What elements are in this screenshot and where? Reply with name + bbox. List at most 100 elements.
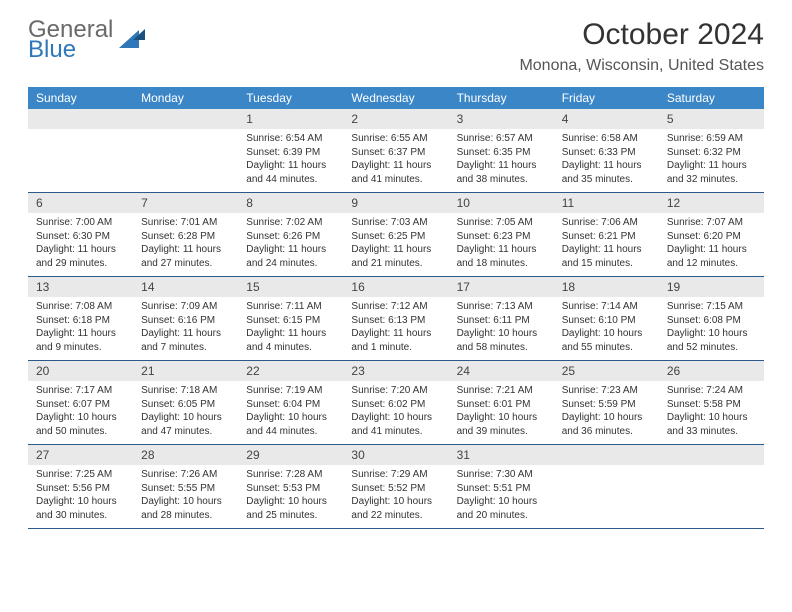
sunset-text: Sunset: 5:55 PM <box>141 482 230 496</box>
sunrise-text: Sunrise: 7:13 AM <box>457 300 546 314</box>
day-number: 11 <box>554 193 659 213</box>
day-number: 26 <box>659 361 764 381</box>
daylight-text-2: and 32 minutes. <box>667 173 756 187</box>
sunset-text: Sunset: 6:11 PM <box>457 314 546 328</box>
day-cell: Sunrise: 7:23 AMSunset: 5:59 PMDaylight:… <box>554 381 659 444</box>
daylight-text-2: and 33 minutes. <box>667 425 756 439</box>
sunset-text: Sunset: 6:32 PM <box>667 146 756 160</box>
day-cell: Sunrise: 7:02 AMSunset: 6:26 PMDaylight:… <box>238 213 343 276</box>
sunset-text: Sunset: 6:10 PM <box>562 314 651 328</box>
daylight-text-2: and 18 minutes. <box>457 257 546 271</box>
day-number: 27 <box>28 445 133 465</box>
day-cell: Sunrise: 7:28 AMSunset: 5:53 PMDaylight:… <box>238 465 343 528</box>
daynum-row: 12345 <box>28 109 764 129</box>
daylight-text-2: and 35 minutes. <box>562 173 651 187</box>
daylight-text-1: Daylight: 10 hours <box>141 495 230 509</box>
sunset-text: Sunset: 6:37 PM <box>351 146 440 160</box>
day-number: 12 <box>659 193 764 213</box>
day-cell: Sunrise: 7:06 AMSunset: 6:21 PMDaylight:… <box>554 213 659 276</box>
sunset-text: Sunset: 6:01 PM <box>457 398 546 412</box>
daylight-text-2: and 1 minute. <box>351 341 440 355</box>
weekday-fri: Friday <box>554 87 659 109</box>
day-cell: Sunrise: 6:54 AMSunset: 6:39 PMDaylight:… <box>238 129 343 192</box>
month-title: October 2024 <box>519 18 764 52</box>
sunrise-text: Sunrise: 7:09 AM <box>141 300 230 314</box>
sunrise-text: Sunrise: 7:02 AM <box>246 216 335 230</box>
day-cell: Sunrise: 6:57 AMSunset: 6:35 PMDaylight:… <box>449 129 554 192</box>
sunset-text: Sunset: 6:30 PM <box>36 230 125 244</box>
sunrise-text: Sunrise: 6:55 AM <box>351 132 440 146</box>
logo-text: General Blue <box>28 18 113 62</box>
day-number: 13 <box>28 277 133 297</box>
day-number: 25 <box>554 361 659 381</box>
daylight-text-2: and 38 minutes. <box>457 173 546 187</box>
sunset-text: Sunset: 6:25 PM <box>351 230 440 244</box>
sunset-text: Sunset: 6:23 PM <box>457 230 546 244</box>
sunrise-text: Sunrise: 7:00 AM <box>36 216 125 230</box>
sunrise-text: Sunrise: 7:28 AM <box>246 468 335 482</box>
daylight-text-1: Daylight: 10 hours <box>457 411 546 425</box>
daylight-text-2: and 4 minutes. <box>246 341 335 355</box>
sunrise-text: Sunrise: 7:20 AM <box>351 384 440 398</box>
daynum-row: 2728293031 <box>28 445 764 465</box>
daycontent-row: Sunrise: 7:17 AMSunset: 6:07 PMDaylight:… <box>28 381 764 445</box>
daylight-text-1: Daylight: 11 hours <box>351 243 440 257</box>
sunrise-text: Sunrise: 7:11 AM <box>246 300 335 314</box>
header: General Blue October 2024 Monona, Wiscon… <box>28 18 764 75</box>
daylight-text-1: Daylight: 11 hours <box>351 327 440 341</box>
daylight-text-1: Daylight: 10 hours <box>246 495 335 509</box>
daylight-text-1: Daylight: 10 hours <box>36 495 125 509</box>
daylight-text-2: and 50 minutes. <box>36 425 125 439</box>
sunrise-text: Sunrise: 7:18 AM <box>141 384 230 398</box>
daylight-text-1: Daylight: 11 hours <box>562 159 651 173</box>
daylight-text-2: and 58 minutes. <box>457 341 546 355</box>
triangle-icon <box>119 26 145 55</box>
daylight-text-2: and 7 minutes. <box>141 341 230 355</box>
day-cell: Sunrise: 7:09 AMSunset: 6:16 PMDaylight:… <box>133 297 238 360</box>
day-number: 18 <box>554 277 659 297</box>
day-cell: Sunrise: 7:30 AMSunset: 5:51 PMDaylight:… <box>449 465 554 528</box>
sunrise-text: Sunrise: 7:12 AM <box>351 300 440 314</box>
day-cell: Sunrise: 6:59 AMSunset: 6:32 PMDaylight:… <box>659 129 764 192</box>
day-cell: Sunrise: 7:00 AMSunset: 6:30 PMDaylight:… <box>28 213 133 276</box>
daylight-text-2: and 20 minutes. <box>457 509 546 523</box>
day-number: 16 <box>343 277 448 297</box>
sunset-text: Sunset: 5:53 PM <box>246 482 335 496</box>
sunset-text: Sunset: 5:51 PM <box>457 482 546 496</box>
day-cell: Sunrise: 7:01 AMSunset: 6:28 PMDaylight:… <box>133 213 238 276</box>
daylight-text-1: Daylight: 10 hours <box>562 327 651 341</box>
day-number: 9 <box>343 193 448 213</box>
sunrise-text: Sunrise: 7:03 AM <box>351 216 440 230</box>
day-cell: Sunrise: 7:26 AMSunset: 5:55 PMDaylight:… <box>133 465 238 528</box>
daylight-text-1: Daylight: 11 hours <box>141 243 230 257</box>
daylight-text-2: and 30 minutes. <box>36 509 125 523</box>
logo: General Blue <box>28 18 145 62</box>
sunrise-text: Sunrise: 7:24 AM <box>667 384 756 398</box>
day-number: 31 <box>449 445 554 465</box>
day-cell: Sunrise: 7:07 AMSunset: 6:20 PMDaylight:… <box>659 213 764 276</box>
sunset-text: Sunset: 5:52 PM <box>351 482 440 496</box>
daylight-text-2: and 29 minutes. <box>36 257 125 271</box>
daylight-text-2: and 47 minutes. <box>141 425 230 439</box>
day-cell: Sunrise: 7:29 AMSunset: 5:52 PMDaylight:… <box>343 465 448 528</box>
day-cell <box>133 129 238 192</box>
daylight-text-2: and 9 minutes. <box>36 341 125 355</box>
day-number: 2 <box>343 109 448 129</box>
sunrise-text: Sunrise: 6:58 AM <box>562 132 651 146</box>
day-number: 7 <box>133 193 238 213</box>
day-number: 24 <box>449 361 554 381</box>
sunrise-text: Sunrise: 6:57 AM <box>457 132 546 146</box>
weekday-sat: Saturday <box>659 87 764 109</box>
day-number: 10 <box>449 193 554 213</box>
sunset-text: Sunset: 6:04 PM <box>246 398 335 412</box>
daylight-text-1: Daylight: 10 hours <box>457 327 546 341</box>
sunrise-text: Sunrise: 7:17 AM <box>36 384 125 398</box>
sunset-text: Sunset: 6:02 PM <box>351 398 440 412</box>
location: Monona, Wisconsin, United States <box>519 57 764 75</box>
daylight-text-1: Daylight: 10 hours <box>667 411 756 425</box>
day-number <box>28 109 133 129</box>
day-cell: Sunrise: 6:58 AMSunset: 6:33 PMDaylight:… <box>554 129 659 192</box>
day-number: 15 <box>238 277 343 297</box>
daylight-text-1: Daylight: 10 hours <box>36 411 125 425</box>
sunset-text: Sunset: 6:13 PM <box>351 314 440 328</box>
